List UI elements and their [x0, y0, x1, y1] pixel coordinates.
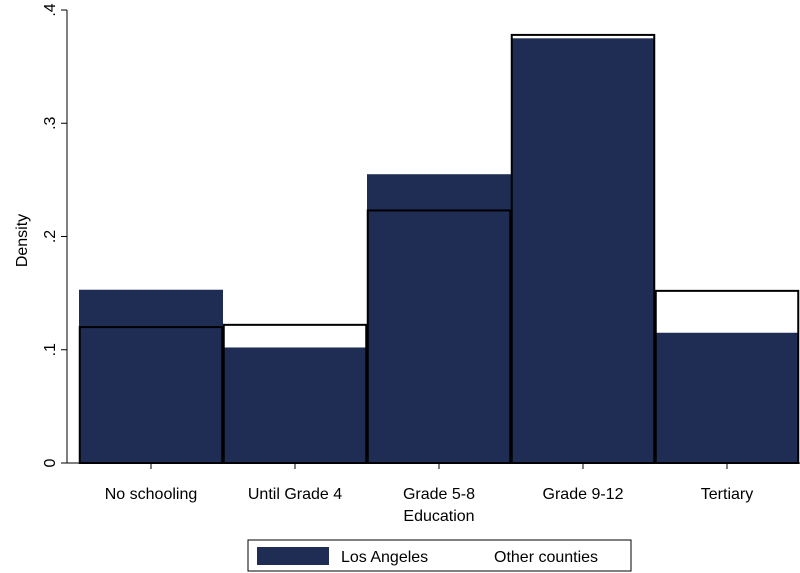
bar-los-angeles-2 [367, 174, 511, 463]
y-tick-label: .4 [42, 3, 59, 16]
x-axis-title: Education [403, 508, 474, 525]
x-tick-label: Until Grade 4 [248, 486, 342, 503]
legend-frame [247, 539, 632, 572]
x-tick-label: No schooling [105, 486, 198, 503]
x-tick-label: Grade 9-12 [543, 486, 624, 503]
bar-los-angeles-3 [511, 38, 655, 463]
legend-swatch-los-angeles [257, 547, 329, 565]
y-tick-label: .2 [42, 230, 59, 243]
bar-los-angeles-0 [79, 289, 223, 463]
y-tick-label: .1 [42, 343, 59, 356]
bar-los-angeles-1 [223, 347, 367, 463]
x-tick-label: Grade 5-8 [403, 486, 475, 503]
bars-los-angeles [79, 38, 799, 463]
y-axis-title: Density [14, 214, 31, 267]
legend-label-los-angeles: Los Angeles [341, 549, 428, 566]
y-tick-label: .3 [42, 116, 59, 129]
legend: Los Angeles Other counties [247, 539, 632, 572]
y-tick-label: 0 [42, 458, 59, 467]
y-axis-ticks: 0 .1 .2 .3 .4 [42, 3, 67, 467]
x-axis-ticks: No schooling Until Grade 4 Grade 5-8 Grade … [105, 463, 753, 503]
x-tick-label: Tertiary [701, 486, 753, 503]
legend-label-other-counties: Other counties [494, 549, 598, 566]
bar-los-angeles-4 [655, 332, 799, 463]
